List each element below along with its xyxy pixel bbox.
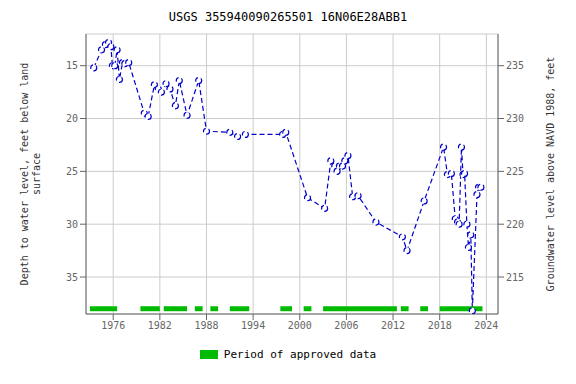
- svg-text:1982: 1982: [148, 320, 172, 331]
- svg-text:Groundwater level above NAVD 1: Groundwater level above NAVD 1988, feet: [545, 57, 556, 292]
- svg-text:30: 30: [66, 219, 78, 230]
- svg-text:2018: 2018: [428, 320, 452, 331]
- html-text:USGS 355940090265501 16N06E28A: USGS 355940090265501 16N06E28ABB1: [168, 10, 408, 24]
- svg-text:15: 15: [66, 60, 78, 71]
- html-text:Period of approved data: Period of approved data: [223, 347, 377, 361]
- svg-text:225: 225: [506, 166, 524, 177]
- svg-text:230: 230: [506, 113, 524, 124]
- svg-text:35: 35: [66, 272, 78, 283]
- svg-text:25: 25: [66, 166, 78, 177]
- svg-text:1976: 1976: [101, 320, 125, 331]
- svg-text:220: 220: [506, 219, 524, 230]
- svg-text:Depth to water level, feet bel: Depth to water level, feet below landsur…: [19, 63, 42, 286]
- svg-text:215: 215: [506, 272, 524, 283]
- svg-text:235: 235: [506, 60, 524, 71]
- svg-text:1994: 1994: [241, 320, 265, 331]
- svg-text:2000: 2000: [288, 320, 312, 331]
- svg-text:2012: 2012: [381, 320, 405, 331]
- svg-text:20: 20: [66, 113, 78, 124]
- svg-text:1988: 1988: [194, 320, 218, 331]
- svg-text:2024: 2024: [474, 320, 498, 331]
- svg-text:2006: 2006: [334, 320, 358, 331]
